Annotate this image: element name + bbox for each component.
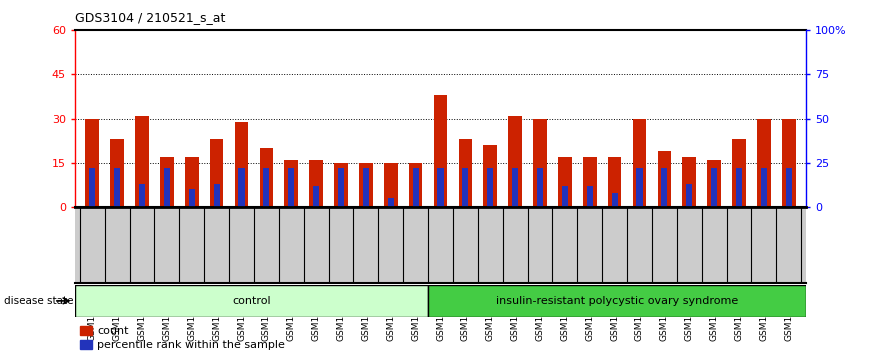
Bar [487,168,493,207]
Bar [683,157,696,207]
Bar [657,151,671,207]
Bar [239,168,245,207]
Text: control: control [232,296,270,306]
Bar [309,160,323,207]
Bar [636,168,642,207]
Bar [412,168,418,207]
Bar [263,168,270,207]
Bar [334,163,348,207]
Bar [114,168,120,207]
Bar [711,168,717,207]
Bar [234,121,248,207]
Bar [288,168,294,207]
Bar [409,163,423,207]
Bar [164,168,170,207]
Bar [757,119,771,207]
Bar [110,139,124,207]
Bar [313,186,319,207]
Bar [533,119,547,207]
Bar [139,184,145,207]
Bar [338,168,344,207]
Bar [189,189,195,207]
Bar [433,95,448,207]
Bar [185,157,198,207]
Bar [285,160,298,207]
Text: insulin-resistant polycystic ovary syndrome: insulin-resistant polycystic ovary syndr… [496,296,738,306]
Bar [260,148,273,207]
Bar [558,157,572,207]
Bar [210,139,224,207]
Bar [633,119,647,207]
Bar [786,168,792,207]
Bar [736,168,742,207]
Bar [761,168,767,207]
Text: GDS3104 / 210521_s_at: GDS3104 / 210521_s_at [75,11,226,24]
Bar [508,116,522,207]
Bar [384,163,397,207]
Bar [388,198,394,207]
Legend: count, percentile rank within the sample: count, percentile rank within the sample [80,326,285,350]
FancyBboxPatch shape [428,285,806,317]
Bar [458,139,472,207]
Bar [512,168,518,207]
FancyBboxPatch shape [75,285,428,317]
Bar [583,157,596,207]
Bar [363,168,369,207]
Bar [686,184,692,207]
Bar [662,168,668,207]
Bar [781,119,796,207]
Bar [463,168,469,207]
Text: disease state: disease state [4,296,74,306]
Bar [213,184,219,207]
Bar [135,116,149,207]
Bar [732,139,746,207]
Bar [160,157,174,207]
Bar [608,157,621,207]
Bar [707,160,721,207]
Bar [89,168,95,207]
Bar [562,186,568,207]
Bar [587,186,593,207]
Bar [359,163,373,207]
Bar [85,119,100,207]
Bar [537,168,543,207]
Bar [611,193,618,207]
Bar [484,145,497,207]
Bar [438,168,443,207]
